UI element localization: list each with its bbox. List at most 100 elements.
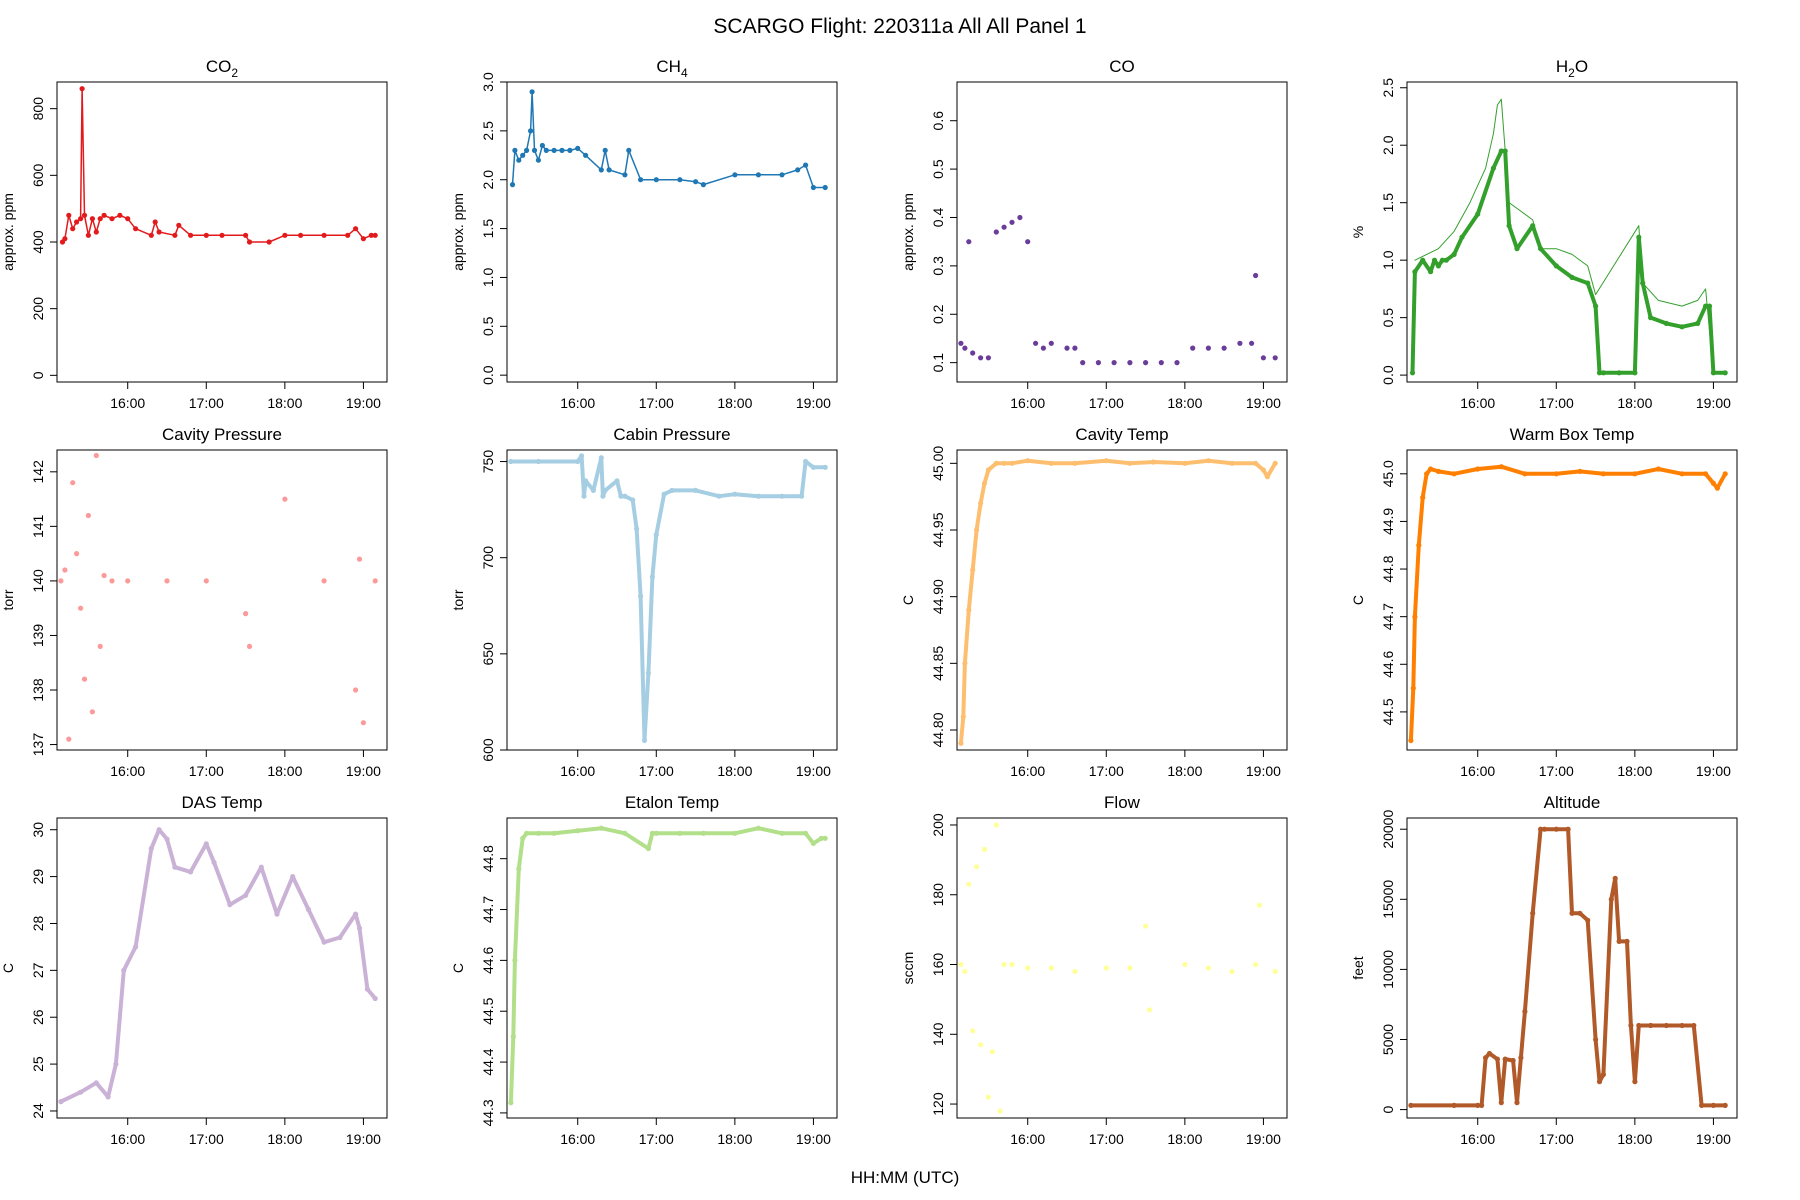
y-tick-label: 5000 <box>1380 1024 1396 1055</box>
data-point <box>598 825 604 831</box>
plot-frame-ch4 <box>506 81 838 383</box>
panel-cavity-pressure: Cavity Pressure 137 138 139 140 141 142 16:00 17… <box>0 425 388 779</box>
data-point <box>62 236 68 242</box>
data-point <box>1510 1057 1516 1064</box>
y-tick-label: 800 <box>30 97 46 121</box>
y-tick-label: 2.5 <box>480 121 496 141</box>
data-point <box>559 147 565 153</box>
data-point <box>1249 340 1255 346</box>
data-point <box>583 478 589 484</box>
panel-cabin-pressure: Cabin Pressure 600 650 700 750 16:00 17:00 18:0… <box>450 425 838 779</box>
series-line-h2o-thin <box>1414 98 1714 374</box>
data-point <box>1033 340 1039 346</box>
x-tick-label: 17:00 <box>1089 1131 1124 1147</box>
x-tick-label: 19:00 <box>1246 763 1281 779</box>
data-point <box>109 578 115 584</box>
data-point <box>1710 480 1716 486</box>
x-tick-label: 17:00 <box>189 763 224 779</box>
data-point <box>1017 214 1023 221</box>
x-tick-label: 18:00 <box>1167 395 1202 411</box>
data-point <box>152 219 158 225</box>
data-point <box>321 578 327 584</box>
y-axis-label-cabin-pressure: torr <box>450 589 466 610</box>
data-point <box>1553 263 1559 269</box>
data-point <box>1095 360 1101 366</box>
data-point <box>1479 1102 1485 1108</box>
panel-title-co2: CO2 <box>206 57 239 80</box>
data-point <box>1009 460 1015 466</box>
data-point <box>567 147 573 153</box>
y-tick-label: 15000 <box>1380 880 1396 919</box>
data-point <box>1475 466 1481 472</box>
data-point <box>188 869 194 875</box>
y-axis-label-altitude: feet <box>1350 956 1366 979</box>
data-point <box>1048 340 1054 346</box>
data-point <box>1612 875 1618 881</box>
y-tick-label: 140 <box>930 1022 946 1046</box>
data-point <box>1522 471 1528 477</box>
panel-das-temp: DAS Temp 24 25 26 27 28 29 30 16:00 17:00 18:00 19:… <box>0 793 388 1147</box>
data-point <box>1428 466 1434 472</box>
data-point <box>1253 460 1259 466</box>
y-tick-label: 0 <box>30 371 46 379</box>
data-point <box>1272 968 1278 975</box>
data-point <box>1695 320 1701 326</box>
data-point <box>1475 211 1481 217</box>
y-tick-label: 44.8 <box>1380 555 1396 582</box>
data-point <box>978 1042 984 1048</box>
plot-frame-warm-box-temp <box>1406 449 1738 751</box>
data-point <box>1522 1008 1528 1015</box>
data-point <box>700 830 707 836</box>
x-tick-label: 17:00 <box>1089 395 1124 411</box>
data-point <box>981 480 988 486</box>
data-point <box>1190 345 1196 351</box>
data-point <box>539 142 546 149</box>
data-point <box>78 216 84 222</box>
panel-co2: CO2 0 200 400 600 800 16:00 17:00 18:00 19:00 appr… <box>0 57 388 411</box>
data-point <box>1451 471 1457 477</box>
data-point <box>626 147 632 153</box>
data-point <box>1221 345 1227 351</box>
y-tick-label: 44.5 <box>1380 698 1396 725</box>
data-point <box>1009 961 1015 968</box>
y-tick-label: 2.5 <box>1380 78 1396 98</box>
plot-frame-cavity-pressure <box>56 449 388 751</box>
data-point <box>1632 370 1638 376</box>
data-point <box>1260 467 1266 473</box>
y-tick-label: 0.6 <box>930 111 946 131</box>
data-point <box>353 226 359 232</box>
y-tick-label: 180 <box>930 883 946 907</box>
data-point <box>1443 257 1449 263</box>
y-tick-label: 600 <box>30 163 46 187</box>
data-point <box>958 740 964 746</box>
data-point <box>638 593 644 599</box>
data-point <box>1596 1079 1603 1085</box>
data-point <box>535 458 542 465</box>
data-point <box>974 527 980 533</box>
data-point <box>101 212 107 218</box>
data-point <box>966 607 972 613</box>
x-tick-label: 17:00 <box>639 395 674 411</box>
data-point <box>1608 896 1614 902</box>
data-point <box>622 493 628 499</box>
data-point <box>1256 902 1263 908</box>
panel-title-co: CO <box>1109 57 1135 76</box>
data-point <box>1648 1022 1654 1029</box>
data-point <box>1632 471 1638 477</box>
data-point <box>630 497 636 503</box>
data-point <box>1080 360 1086 366</box>
data-point <box>360 720 366 726</box>
data-point <box>1025 458 1031 464</box>
data-point <box>732 491 738 497</box>
data-point <box>1632 1079 1638 1085</box>
data-point <box>85 512 91 519</box>
data-point <box>590 487 597 493</box>
x-tick-label: 17:00 <box>189 395 224 411</box>
plot-frame-cavity-temp <box>956 449 1288 751</box>
data-point <box>219 232 225 238</box>
data-point <box>1205 458 1211 464</box>
data-point <box>1127 360 1133 366</box>
data-point <box>1229 460 1235 466</box>
data-point <box>1624 938 1630 945</box>
